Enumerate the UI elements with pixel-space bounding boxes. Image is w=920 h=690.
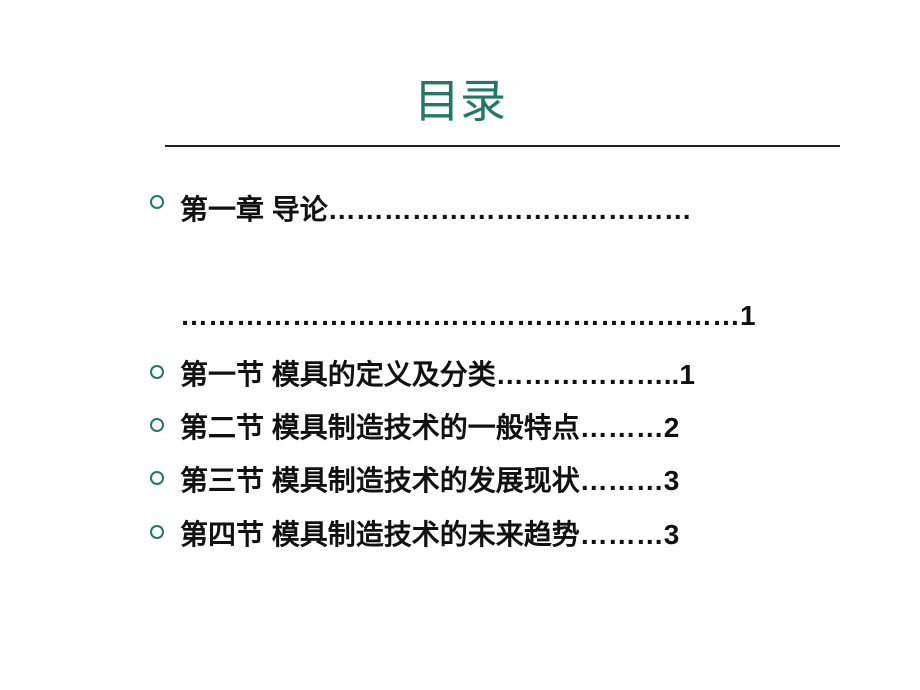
dots: ……………….. <box>496 359 680 390</box>
toc-section-1: 第一节 模具的定义及分类………………..1 <box>150 353 820 396</box>
section-label: 第一节 模具的定义及分类 <box>180 359 496 390</box>
chapter-label: 第一章 导论 <box>180 194 328 225</box>
chapter-page: 1 <box>740 300 756 331</box>
toc-section-4: 第四节 模具制造技术的未来趋势………3 <box>150 513 820 556</box>
bullet-icon <box>150 418 164 432</box>
section-label: 第四节 模具制造技术的未来趋势 <box>180 519 580 550</box>
section-page: 3 <box>664 519 680 550</box>
slide: 目录 第一章 导论………………………………… ……………………………………………… <box>0 0 920 690</box>
bullet-icon <box>150 525 164 539</box>
toc-section-2: 第二节 模具制造技术的一般特点………2 <box>150 406 820 449</box>
toc-section-3: 第三节 模具制造技术的发展现状………3 <box>150 459 820 502</box>
section-page: 3 <box>664 465 680 496</box>
toc-text: 第一节 模具的定义及分类………………..1 <box>180 353 820 396</box>
toc-text: 第三节 模具制造技术的发展现状………3 <box>180 459 820 502</box>
toc-text: 第四节 模具制造技术的未来趋势………3 <box>180 513 820 556</box>
dots: ……… <box>580 412 664 443</box>
dots-line-2: …………………………………………………… <box>180 300 740 331</box>
page-title: 目录 <box>70 65 850 131</box>
section-page: 2 <box>664 412 680 443</box>
toc-text: 第一章 导论………………………………… ……………………………………………………… <box>180 183 820 343</box>
dots: ……… <box>580 519 664 550</box>
title-text: 目录 <box>414 75 506 127</box>
bullet-icon <box>150 365 164 379</box>
section-label: 第三节 模具制造技术的发展现状 <box>180 465 580 496</box>
bullet-icon <box>150 195 164 209</box>
toc-chapter-1: 第一章 导论………………………………… ……………………………………………………… <box>150 183 820 343</box>
dots-line-1: ………………………………… <box>328 194 692 225</box>
dots: ……… <box>580 465 664 496</box>
section-page: 1 <box>679 359 695 390</box>
bullet-icon <box>150 471 164 485</box>
section-label: 第二节 模具制造技术的一般特点 <box>180 412 580 443</box>
toc-text: 第二节 模具制造技术的一般特点………2 <box>180 406 820 449</box>
table-of-contents: 第一章 导论………………………………… ……………………………………………………… <box>150 183 820 556</box>
title-underline <box>165 145 840 147</box>
